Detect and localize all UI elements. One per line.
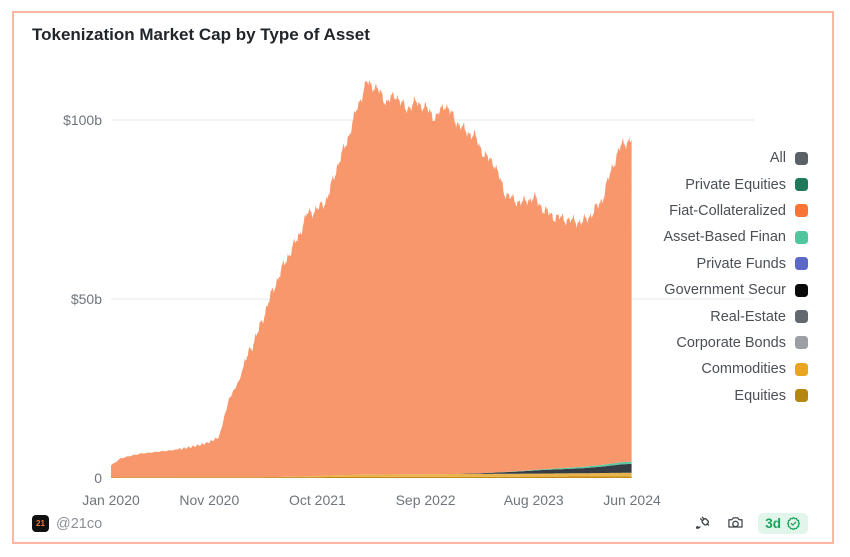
x-axis-tick-label: Oct 2021	[289, 492, 346, 508]
verified-badge-icon	[786, 516, 801, 531]
21co-logo-icon: 21	[32, 515, 49, 532]
legend-item-real-estate[interactable]: Real-Estate	[663, 303, 808, 329]
area-series-equities	[111, 476, 632, 478]
plug-icon[interactable]	[694, 514, 713, 533]
legend-swatch-icon	[795, 389, 808, 403]
legend-swatch-icon	[795, 204, 808, 218]
author-handle: @21co	[56, 515, 103, 532]
x-axis-tick-label: Jun 2024	[603, 492, 661, 508]
legend-label: All	[769, 150, 786, 167]
x-axis-tick-label: Sep 2022	[396, 492, 456, 508]
legend-item-equities[interactable]: Equities	[663, 383, 808, 409]
legend-item-corporate-bonds[interactable]: Corporate Bonds	[663, 330, 808, 356]
area-series-fiat-collateralized	[111, 80, 632, 478]
legend-label: Corporate Bonds	[676, 334, 786, 351]
legend-item-private-funds[interactable]: Private Funds	[663, 251, 808, 277]
badge-label: 3d	[765, 516, 781, 531]
y-axis-tick-label: $100b	[63, 112, 102, 128]
legend-item-commodities[interactable]: Commodities	[663, 356, 808, 382]
chart-title: Tokenization Market Cap by Type of Asset	[32, 25, 370, 44]
x-axis-tick-label: Aug 2023	[504, 492, 564, 508]
camera-icon[interactable]	[726, 514, 745, 533]
legend-swatch-icon	[795, 336, 808, 350]
legend-item-government-secur[interactable]: Government Secur	[663, 277, 808, 303]
legend-item-fiat-collateralized[interactable]: Fiat-Collateralized	[663, 198, 808, 224]
legend-label: Asset-Based Finan	[663, 229, 786, 246]
x-axis-tick-label: Jan 2020	[82, 492, 140, 508]
legend-label: Government Secur	[664, 282, 786, 299]
legend-swatch-icon	[795, 230, 808, 244]
legend-label: Equities	[734, 387, 786, 404]
chart-legend: All Private Equities Fiat-Collateralized As…	[663, 145, 808, 409]
area-series-commodities	[111, 472, 632, 478]
legend-swatch-icon	[795, 283, 808, 297]
chart-card: Tokenization Market Cap by Type of Asset…	[12, 11, 834, 544]
legend-swatch-icon	[795, 151, 808, 165]
update-frequency-badge[interactable]: 3d	[758, 513, 808, 534]
legend-item-all[interactable]: All	[663, 145, 808, 171]
legend-swatch-icon	[795, 257, 808, 271]
legend-item-asset-based-finan[interactable]: Asset-Based Finan	[663, 224, 808, 250]
attribution[interactable]: 21 @21co	[32, 515, 102, 532]
legend-label: Commodities	[701, 361, 786, 378]
legend-label: Real-Estate	[710, 308, 786, 325]
legend-swatch-icon	[795, 178, 808, 192]
legend-label: Private Funds	[696, 255, 786, 272]
x-axis-tick-label: Nov 2020	[179, 492, 239, 508]
legend-label: Fiat-Collateralized	[669, 202, 786, 219]
legend-label: Private Equities	[685, 176, 786, 193]
y-axis-tick-label: 0	[94, 470, 102, 486]
legend-swatch-icon	[795, 362, 808, 376]
card-footer: 21 @21co 3d	[14, 508, 832, 534]
area-chart: 0 $50b $100b Jan 2020 Nov 2020 Oct 2021 Sep 20…	[63, 80, 754, 508]
legend-item-private-equities[interactable]: Private Equities	[663, 171, 808, 197]
legend-swatch-icon	[795, 310, 808, 324]
y-axis-tick-label: $50b	[71, 291, 102, 307]
